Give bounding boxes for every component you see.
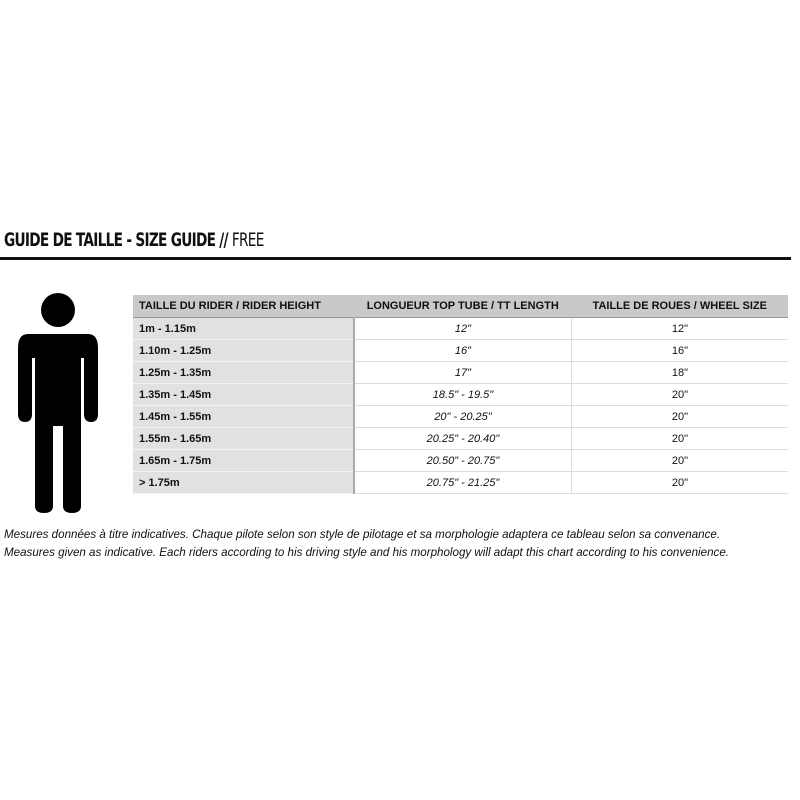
tt-length-cell: 16" — [354, 339, 572, 362]
title-model: FREE — [231, 229, 265, 251]
table-row: 1m - 1.15m 12" 12" — [133, 317, 788, 340]
rider-height-cell: 1.10m - 1.25m — [133, 339, 355, 362]
wheel-size-cell: 20" — [571, 383, 788, 406]
size-table: TAILLE DU RIDER / RIDER HEIGHT LONGUEUR … — [133, 295, 788, 494]
page-title: GUIDE DE TAILLE - SIZE GUIDE // FREE — [4, 229, 264, 251]
wheel-size-cell: 20" — [571, 471, 788, 494]
wheel-size-cell: 20" — [571, 427, 788, 450]
wheel-size-cell: 20" — [571, 449, 788, 472]
tt-length-cell: 20.25" - 20.40" — [354, 427, 572, 450]
tt-length-cell: 17" — [354, 361, 572, 384]
table-row: 1.55m - 1.65m 20.25" - 20.40" 20" — [133, 427, 788, 450]
wheel-size-cell: 20" — [571, 405, 788, 428]
tt-length-cell: 20.50" - 20.75" — [354, 449, 572, 472]
rider-height-cell: 1.25m - 1.35m — [133, 361, 355, 384]
table-row: 1.35m - 1.45m 18.5" - 19.5" 20" — [133, 383, 788, 406]
table-header: TAILLE DU RIDER / RIDER HEIGHT LONGUEUR … — [133, 295, 788, 318]
header-tt-length: LONGUEUR TOP TUBE / TT LENGTH — [354, 295, 572, 318]
header-wheel-size: TAILLE DE ROUES / WHEEL SIZE — [571, 295, 788, 318]
person-icon — [18, 293, 98, 513]
rider-height-cell: 1.35m - 1.45m — [133, 383, 355, 406]
header-rider-height: TAILLE DU RIDER / RIDER HEIGHT — [133, 295, 354, 318]
table-row: 1.10m - 1.25m 16" 16" — [133, 339, 788, 362]
note-french: Mesures données à titre indicatives. Cha… — [4, 528, 721, 541]
rider-height-cell: 1.55m - 1.65m — [133, 427, 355, 450]
table-row: 1.45m - 1.55m 20" - 20.25" 20" — [133, 405, 788, 428]
rider-height-cell: 1.65m - 1.75m — [133, 449, 355, 472]
title-bold: GUIDE DE TAILLE - SIZE GUIDE // — [4, 229, 229, 251]
rider-height-cell: > 1.75m — [133, 471, 355, 494]
wheel-size-cell: 16" — [571, 339, 788, 362]
tt-length-cell: 20" - 20.25" — [354, 405, 572, 428]
table-row: 1.25m - 1.35m 17" 18" — [133, 361, 788, 384]
wheel-size-cell: 18" — [571, 361, 788, 384]
table-row: > 1.75m 20.75" - 21.25" 20" — [133, 471, 788, 494]
title-divider — [0, 257, 791, 260]
rider-height-cell: 1.45m - 1.55m — [133, 405, 355, 428]
tt-length-cell: 20.75" - 21.25" — [354, 471, 572, 494]
tt-length-cell: 12" — [354, 317, 572, 340]
tt-length-cell: 18.5" - 19.5" — [354, 383, 572, 406]
table-row: 1.65m - 1.75m 20.50" - 20.75" 20" — [133, 449, 788, 472]
rider-height-cell: 1m - 1.15m — [133, 317, 355, 340]
wheel-size-cell: 12" — [571, 317, 788, 340]
note-english: Measures given as indicative. Each rider… — [4, 546, 729, 559]
